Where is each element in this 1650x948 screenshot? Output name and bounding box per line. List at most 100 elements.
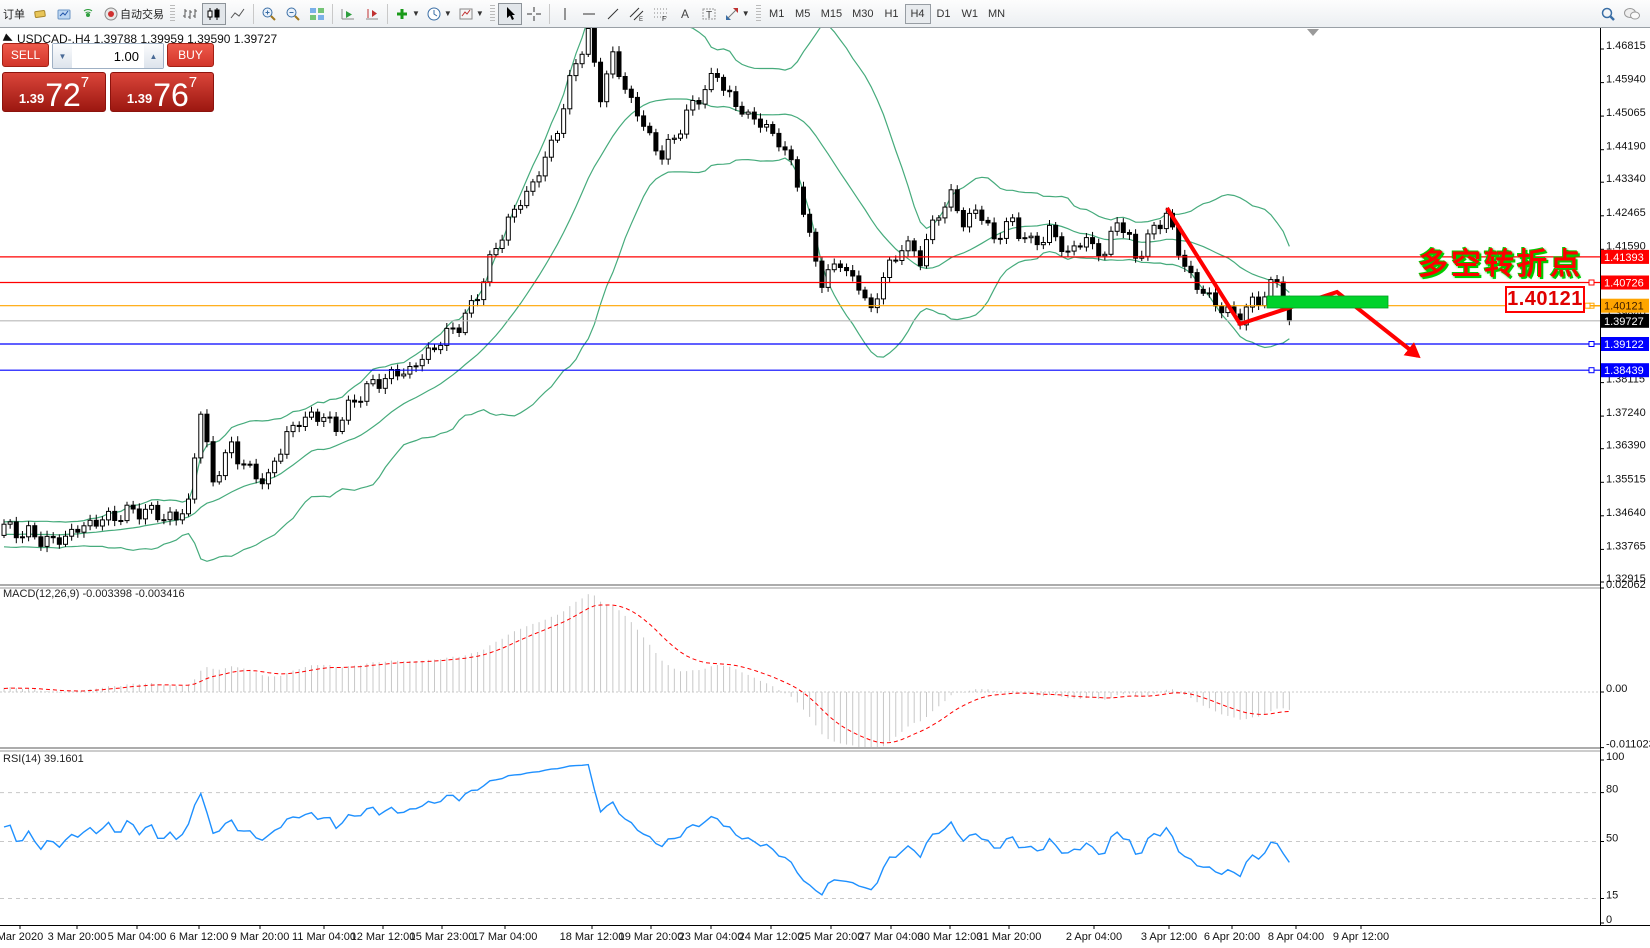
buy-quote-button[interactable]: 1.39 76 7 <box>110 72 214 112</box>
arrows-button[interactable]: ▼ <box>721 3 753 25</box>
svg-text:6 Apr 20:00: 6 Apr 20:00 <box>1204 931 1260 943</box>
macd-indicator-label: MACD(12,26,9) -0.003398 -0.003416 <box>3 588 185 600</box>
tab-m30[interactable]: M30 <box>847 4 878 24</box>
price-callout-label[interactable]: 1.40121 <box>1505 286 1585 313</box>
tab-m5[interactable]: M5 <box>790 4 816 24</box>
svg-text:1.33765: 1.33765 <box>1606 540 1646 552</box>
svg-text:E: E <box>639 17 643 22</box>
auto-scroll-icon[interactable] <box>336 3 360 25</box>
toolbar-grip[interactable] <box>755 4 761 23</box>
svg-text:17 Mar 04:00: 17 Mar 04:00 <box>473 931 538 943</box>
volume-decrease-button[interactable]: ▼ <box>53 44 72 68</box>
svg-text:3 Mar 20:00: 3 Mar 20:00 <box>48 931 107 943</box>
zoom-in-icon[interactable] <box>257 3 281 25</box>
svg-text:15 Mar 23:00: 15 Mar 23:00 <box>410 931 475 943</box>
chart-shift-icon[interactable] <box>360 3 384 25</box>
cursor-icon[interactable] <box>497 2 522 25</box>
svg-text:9 Mar 20:00: 9 Mar 20:00 <box>231 931 290 943</box>
svg-text:27 Mar 04:00: 27 Mar 04:00 <box>859 931 924 943</box>
volume-increase-button[interactable]: ▲ <box>144 44 163 68</box>
community-chat-icon[interactable] <box>1620 3 1644 25</box>
sell-price-big: 72 <box>45 77 81 113</box>
svg-text:-0.011023: -0.011023 <box>1606 739 1650 751</box>
fibonacci-icon[interactable]: F <box>649 3 673 25</box>
one-click-trade-panel: SELL ▼ 1.00 ▲ BUY 1.39 72 7 1.39 76 7 <box>2 43 214 112</box>
svg-text:0.02062: 0.02062 <box>1606 579 1646 591</box>
chart-area[interactable]: 1.46815 1.45940 1.45065 1.44190 1.43340 1.424… <box>0 27 1650 948</box>
svg-text:9 Apr 12:00: 9 Apr 12:00 <box>1333 931 1389 943</box>
svg-text:1.40726: 1.40726 <box>1604 278 1644 290</box>
auto-trading-button[interactable]: 自动交易 <box>100 3 167 25</box>
equidistant-channel-icon[interactable]: E <box>625 3 649 25</box>
buy-price-pip: 7 <box>188 74 198 91</box>
periods-button[interactable]: ▼ <box>423 3 455 25</box>
line-chart-icon[interactable] <box>226 3 250 25</box>
sell-button[interactable]: SELL <box>2 43 49 67</box>
svg-text:23 Mar 04:00: 23 Mar 04:00 <box>679 931 744 943</box>
horizontal-line-icon[interactable] <box>577 3 601 25</box>
symbol-ohlc-text: USDCAD-,H4 1.39788 1.39959 1.39590 1.397… <box>17 32 278 46</box>
vertical-line-icon[interactable] <box>553 3 577 25</box>
gold-icon[interactable] <box>28 3 52 25</box>
toolbar-grip[interactable] <box>170 4 175 23</box>
buy-price-big: 76 <box>153 77 189 113</box>
svg-text:0: 0 <box>1606 914 1612 926</box>
svg-text:3 Apr 12:00: 3 Apr 12:00 <box>1141 931 1197 943</box>
volume-value[interactable]: 1.00 <box>113 48 139 64</box>
tab-w1[interactable]: W1 <box>957 4 984 24</box>
text-label-icon[interactable]: T <box>697 3 721 25</box>
svg-text:1.35515: 1.35515 <box>1606 473 1646 485</box>
signal-icon[interactable] <box>76 3 100 25</box>
toolbar-grip[interactable] <box>489 4 495 23</box>
svg-text:8 Apr 04:00: 8 Apr 04:00 <box>1268 931 1324 943</box>
auto-trading-label: 自动交易 <box>120 8 164 21</box>
trendline-icon[interactable] <box>601 3 625 25</box>
buy-button[interactable]: BUY <box>167 43 214 67</box>
svg-text:1.37240: 1.37240 <box>1606 407 1646 419</box>
tab-d1[interactable]: D1 <box>931 4 957 24</box>
svg-text:25 Mar 20:00: 25 Mar 20:00 <box>799 931 864 943</box>
chevron-down-icon: ▼ <box>443 9 452 18</box>
svg-text:100: 100 <box>1606 751 1624 763</box>
svg-text:6 Mar 12:00: 6 Mar 12:00 <box>170 931 229 943</box>
svg-text:1.41590: 1.41590 <box>1606 240 1646 252</box>
svg-text:Mar 2020: Mar 2020 <box>0 931 43 943</box>
svg-text:1.45065: 1.45065 <box>1606 107 1646 119</box>
svg-text:0.00: 0.00 <box>1606 683 1627 695</box>
svg-text:1.43340: 1.43340 <box>1606 173 1646 185</box>
price-chart[interactable]: 1.46815 1.45940 1.45065 1.44190 1.43340 1.424… <box>0 27 1650 948</box>
svg-text:80: 80 <box>1606 784 1618 796</box>
tab-m15[interactable]: M15 <box>816 4 847 24</box>
search-icon[interactable] <box>1596 3 1620 25</box>
indicators-button[interactable]: ▼ <box>391 3 423 25</box>
svg-text:1.36390: 1.36390 <box>1606 440 1646 452</box>
market-chart-icon[interactable] <box>52 3 76 25</box>
bar-chart-icon[interactable] <box>178 3 202 25</box>
tab-h1[interactable]: H1 <box>879 4 905 24</box>
svg-text:1.46815: 1.46815 <box>1606 40 1646 52</box>
tile-windows-icon[interactable] <box>305 3 329 25</box>
text-icon[interactable]: A <box>673 3 697 25</box>
volume-stepper[interactable]: ▼ 1.00 ▲ <box>52 43 164 69</box>
chart-symbol-header: USDCAD-,H4 1.39788 1.39959 1.39590 1.397… <box>2 32 278 46</box>
svg-text:1.39727: 1.39727 <box>1604 316 1644 328</box>
tab-h4[interactable]: H4 <box>904 3 931 24</box>
svg-text:1.34640: 1.34640 <box>1606 507 1646 519</box>
zoom-out-icon[interactable] <box>281 3 305 25</box>
turning-point-annotation[interactable]: 多空转折点 <box>1418 248 1583 281</box>
svg-text:11 Mar 04:00: 11 Mar 04:00 <box>292 931 356 943</box>
sell-quote-button[interactable]: 1.39 72 7 <box>2 72 106 112</box>
crosshair-icon[interactable] <box>522 3 546 25</box>
svg-text:12 Mar 12:00: 12 Mar 12:00 <box>351 931 416 943</box>
templates-button[interactable]: ▼ <box>455 3 487 25</box>
svg-text:1.39122: 1.39122 <box>1604 339 1644 351</box>
sell-price-pip: 7 <box>80 74 90 91</box>
svg-text:1.32915: 1.32915 <box>1606 573 1646 585</box>
new-order-button[interactable]: 订单 <box>0 3 28 25</box>
svg-text:1.42465: 1.42465 <box>1606 207 1646 219</box>
svg-text:1.38439: 1.38439 <box>1604 365 1644 377</box>
candlestick-chart-icon[interactable] <box>202 2 226 25</box>
tab-m1[interactable]: M1 <box>764 4 790 24</box>
tab-mn[interactable]: MN <box>983 4 1010 24</box>
